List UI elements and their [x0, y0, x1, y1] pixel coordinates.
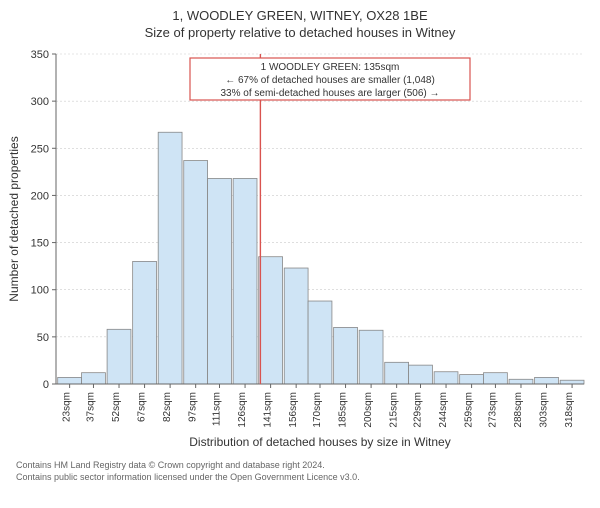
histogram-chart: 0 50 100 150 200 250 300 350 23sqm 37sqm 52sqm 67sq… [0, 44, 600, 454]
histogram-bar [359, 330, 383, 384]
y-tick-label: 300 [31, 96, 49, 108]
x-tick-label: 244sqm [438, 392, 449, 428]
annotation-line: ← 67% of detached houses are smaller (1,… [225, 75, 435, 86]
chart-title-sub: Size of property relative to detached ho… [0, 25, 600, 40]
histogram-bar [409, 365, 433, 384]
histogram-bar [460, 375, 484, 384]
x-tick-label: 37sqm [85, 392, 96, 422]
x-tick-label: 111sqm [212, 392, 223, 426]
y-tick-label: 350 [31, 49, 49, 61]
x-tick-label: 67sqm [137, 392, 148, 422]
y-tick-label: 150 [31, 238, 49, 250]
x-tick-label: 303sqm [539, 392, 550, 428]
histogram-bar [434, 372, 458, 384]
x-tick-label: 185sqm [338, 392, 349, 428]
histogram-bar [133, 261, 157, 384]
histogram-bar [184, 161, 208, 384]
x-tick-label: 288sqm [513, 392, 524, 428]
x-tick-label: 229sqm [412, 392, 423, 428]
x-tick-label: 52sqm [111, 392, 122, 422]
y-axis-label: Number of detached properties [7, 136, 21, 301]
footer-attribution: Contains HM Land Registry data © Crown c… [0, 460, 600, 483]
x-tick-label: 23sqm [62, 392, 73, 422]
histogram-bar [484, 373, 508, 384]
histogram-bar [82, 373, 106, 384]
footer-line-1: Contains HM Land Registry data © Crown c… [16, 460, 600, 472]
x-tick-label: 97sqm [188, 392, 199, 422]
histogram-bar [233, 178, 257, 384]
x-tick-label: 141sqm [263, 392, 274, 428]
histogram-bar [259, 257, 283, 384]
y-tick-label: 0 [43, 379, 49, 391]
histogram-bar [334, 327, 358, 384]
x-tick-label: 156sqm [288, 392, 299, 428]
histogram-bar [385, 362, 409, 384]
x-tick-label: 215sqm [389, 392, 400, 428]
histogram-bar [158, 132, 182, 384]
x-tick-label: 126sqm [237, 392, 248, 428]
x-axis-label: Distribution of detached houses by size … [189, 435, 450, 449]
histogram-bar [107, 329, 131, 384]
chart-title-main: 1, WOODLEY GREEN, WITNEY, OX28 1BE [0, 8, 600, 23]
histogram-bar [284, 268, 308, 384]
x-tick-label: 200sqm [363, 392, 374, 428]
x-tick-label: 82sqm [162, 392, 173, 422]
x-tick-label: 318sqm [564, 392, 575, 428]
histogram-bar [509, 379, 533, 384]
annotation-line: 33% of semi-detached houses are larger (… [220, 88, 439, 99]
histogram-bar [560, 380, 584, 384]
histogram-bar [308, 301, 332, 384]
y-tick-label: 200 [31, 190, 49, 202]
x-tick-label: 259sqm [464, 392, 475, 428]
x-tick-label: 273sqm [487, 392, 498, 428]
footer-line-2: Contains public sector information licen… [16, 472, 600, 484]
histogram-bar [208, 178, 232, 384]
y-tick-label: 100 [31, 285, 49, 297]
y-tick-label: 250 [31, 143, 49, 155]
x-tick-label: 170sqm [312, 392, 323, 428]
y-tick-label: 50 [37, 332, 49, 344]
histogram-bar [58, 377, 82, 384]
annotation-line: 1 WOODLEY GREEN: 135sqm [261, 62, 400, 73]
histogram-bar [535, 377, 559, 384]
